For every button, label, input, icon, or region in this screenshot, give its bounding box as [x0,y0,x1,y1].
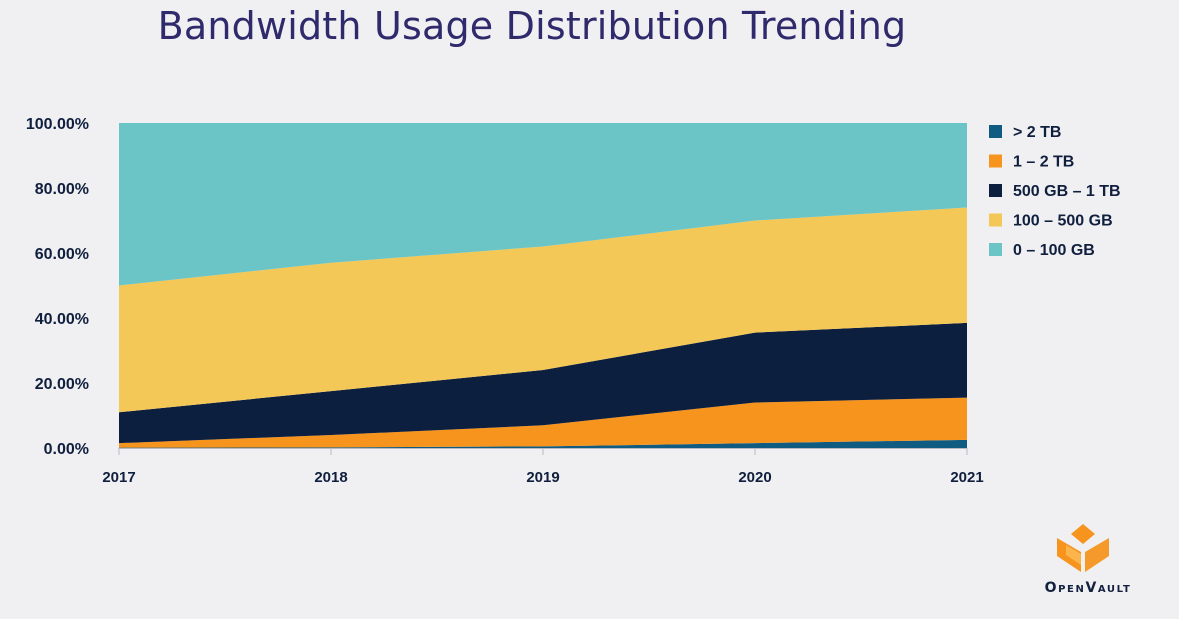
x-tick-label: 2018 [314,469,347,486]
openvault-logo-icon [1057,524,1109,572]
legend-swatch [989,243,1002,256]
y-tick-label: 100.00% [26,116,89,133]
legend-swatch [989,154,1002,168]
x-tick-label: 2020 [738,469,771,486]
legend-label: > 2 TB [1013,124,1061,141]
y-tick-label: 80.00% [35,181,89,198]
chart-title: Bandwidth Usage Distribution Trending [157,4,907,48]
legend-label: 1 – 2 TB [1013,154,1074,171]
x-tick-label: 2017 [102,469,135,486]
area-series-4 [119,123,967,286]
x-axis: 2017 2018 2019 2020 2021 [102,448,984,486]
area-series-3 [119,207,967,413]
y-tick-label: 40.00% [35,311,89,328]
legend-label: 0 – 100 GB [1013,242,1095,259]
legend-swatch [989,184,1002,197]
legend: > 2 TB 1 – 2 TB 500 GB – 1 TB 100 – 500 GB 0… [989,124,1121,259]
area-series-1 [119,397,967,448]
legend-swatch [989,213,1002,227]
x-tick-label: 2019 [526,469,559,486]
area-series-2 [119,322,967,444]
y-tick-label: 20.00% [35,376,89,393]
y-axis: 0.00% 20.00% 40.00% 60.00% 80.00% 100.00% [26,116,89,458]
legend-label: 100 – 500 GB [1013,213,1113,230]
y-tick-label: 60.00% [35,246,89,263]
x-tick-label: 2021 [950,469,983,486]
legend-label: 500 GB – 1 TB [1013,183,1121,200]
y-tick-label: 0.00% [44,441,89,458]
logo-wordmark: OpenVault [1044,580,1132,596]
plot-areas [119,123,967,448]
legend-swatch [989,125,1002,138]
area-series-0 [119,439,967,448]
